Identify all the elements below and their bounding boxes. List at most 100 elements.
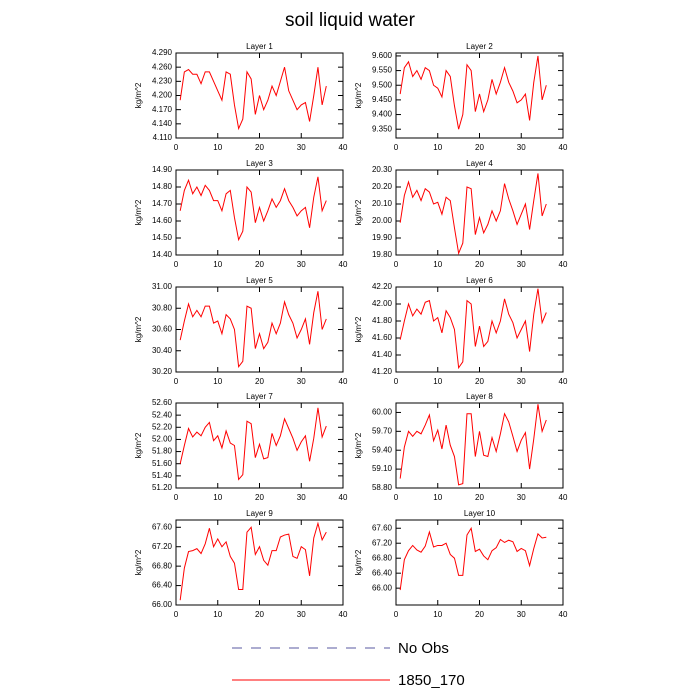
y-tick-label: 52.20 <box>152 422 173 431</box>
y-axis-label: kg/m^2 <box>134 316 143 342</box>
x-tick-label: 30 <box>517 493 526 502</box>
figure-title: soil liquid water <box>285 10 416 31</box>
y-tick-label: 9.600 <box>372 51 393 60</box>
panel-title: Layer 5 <box>246 276 273 285</box>
y-tick-label: 14.80 <box>152 182 173 191</box>
y-axis-label: kg/m^2 <box>354 549 363 575</box>
x-tick-label: 10 <box>433 260 442 269</box>
y-tick-label: 19.80 <box>372 250 393 259</box>
legend-label: No Obs <box>398 640 449 657</box>
plot-frame <box>395 169 564 256</box>
panel-title: Layer 7 <box>246 392 273 401</box>
legend-label: 1850_170 <box>398 672 465 689</box>
y-tick-label: 20.00 <box>372 216 393 225</box>
series-line <box>179 407 327 481</box>
y-tick-label: 9.350 <box>372 124 393 133</box>
x-tick-label: 20 <box>255 143 264 152</box>
panel-title: Layer 9 <box>246 509 273 518</box>
x-tick-label: 10 <box>433 143 442 152</box>
y-tick-label: 20.30 <box>372 165 393 174</box>
x-tick-label: 0 <box>174 377 179 386</box>
x-tick-label: 0 <box>174 493 179 502</box>
x-tick-label: 40 <box>339 610 348 619</box>
x-tick-label: 30 <box>297 493 306 502</box>
x-tick-label: 40 <box>339 493 348 502</box>
y-tick-label: 51.20 <box>152 483 173 492</box>
y-axis-label: kg/m^2 <box>354 432 363 458</box>
y-tick-label: 60.00 <box>372 408 393 417</box>
y-tick-label: 59.40 <box>372 445 393 454</box>
plot-frame <box>395 286 564 373</box>
y-tick-label: 59.70 <box>372 426 393 435</box>
panel-title: Layer 2 <box>466 42 493 51</box>
x-tick-label: 20 <box>255 260 264 269</box>
x-tick-label: 20 <box>475 143 484 152</box>
x-tick-label: 40 <box>559 610 568 619</box>
y-tick-label: 4.200 <box>152 91 173 100</box>
x-tick-label: 0 <box>394 493 399 502</box>
y-tick-label: 67.60 <box>152 522 173 531</box>
x-tick-label: 30 <box>297 610 306 619</box>
x-tick-label: 10 <box>433 610 442 619</box>
panel-title: Layer 3 <box>246 159 273 168</box>
y-tick-label: 66.80 <box>152 561 173 570</box>
panel: Layer 4 kg/m^2 19.80 19.90 20.00 20.10 20.20 20… <box>354 159 568 269</box>
x-tick-label: 20 <box>255 610 264 619</box>
y-tick-label: 19.90 <box>372 233 393 242</box>
y-tick-label: 41.80 <box>372 316 393 325</box>
plot-frame <box>395 402 564 489</box>
y-tick-label: 52.40 <box>152 410 173 419</box>
y-tick-label: 41.60 <box>372 333 393 342</box>
y-tick-label: 31.00 <box>152 282 173 291</box>
y-tick-label: 67.20 <box>372 538 393 547</box>
panel-title: Layer 6 <box>466 276 493 285</box>
y-tick-label: 9.450 <box>372 95 393 104</box>
x-tick-label: 40 <box>339 143 348 152</box>
y-tick-label: 20.20 <box>372 182 393 191</box>
x-tick-label: 20 <box>255 493 264 502</box>
x-tick-label: 0 <box>394 610 399 619</box>
y-tick-label: 41.40 <box>372 350 393 359</box>
series-line <box>179 521 327 601</box>
y-tick-label: 4.290 <box>152 48 173 57</box>
x-tick-label: 10 <box>213 493 222 502</box>
x-tick-label: 10 <box>213 610 222 619</box>
x-tick-label: 30 <box>517 377 526 386</box>
x-tick-label: 10 <box>213 143 222 152</box>
x-tick-label: 30 <box>297 143 306 152</box>
y-axis-label: kg/m^2 <box>354 316 363 342</box>
y-tick-label: 4.170 <box>152 105 173 114</box>
x-tick-label: 20 <box>255 377 264 386</box>
y-tick-label: 4.230 <box>152 76 173 85</box>
x-tick-label: 40 <box>559 143 568 152</box>
y-tick-label: 52.00 <box>152 435 173 444</box>
y-tick-label: 30.80 <box>152 303 173 312</box>
x-tick-label: 0 <box>174 610 179 619</box>
panel: Layer 5 kg/m^2 30.20 30.40 30.60 30.80 31.00 0 1… <box>134 276 348 386</box>
y-tick-label: 66.40 <box>152 581 173 590</box>
y-tick-label: 66.00 <box>372 583 393 592</box>
y-tick-label: 14.60 <box>152 216 173 225</box>
y-axis-label: kg/m^2 <box>134 199 143 225</box>
x-tick-label: 20 <box>475 377 484 386</box>
panel: Layer 8 kg/m^2 58.80 59.10 59.40 59.70 60.00 0 1… <box>354 392 568 502</box>
x-tick-label: 10 <box>213 377 222 386</box>
x-tick-label: 0 <box>394 260 399 269</box>
y-tick-label: 66.40 <box>372 568 393 577</box>
x-tick-label: 40 <box>339 260 348 269</box>
panel: Layer 10 kg/m^2 66.00 66.40 66.80 67.20 67.60 0… <box>354 509 568 619</box>
panel-title: Layer 4 <box>466 159 493 168</box>
panel: Layer 7 kg/m^2 51.20 51.40 51.60 51.80 52.00 52… <box>134 392 348 502</box>
x-tick-label: 10 <box>433 493 442 502</box>
y-tick-label: 30.60 <box>152 325 173 334</box>
panel-title: Layer 8 <box>466 392 493 401</box>
y-tick-label: 14.40 <box>152 250 173 259</box>
x-tick-label: 10 <box>433 377 442 386</box>
y-tick-label: 30.20 <box>152 367 173 376</box>
series-line <box>399 288 547 370</box>
plot-frame <box>395 519 564 606</box>
y-tick-label: 58.80 <box>372 483 393 492</box>
y-tick-label: 4.110 <box>153 133 173 142</box>
panel: Layer 3 kg/m^2 14.40 14.50 14.60 14.70 14.80 14… <box>134 159 348 269</box>
